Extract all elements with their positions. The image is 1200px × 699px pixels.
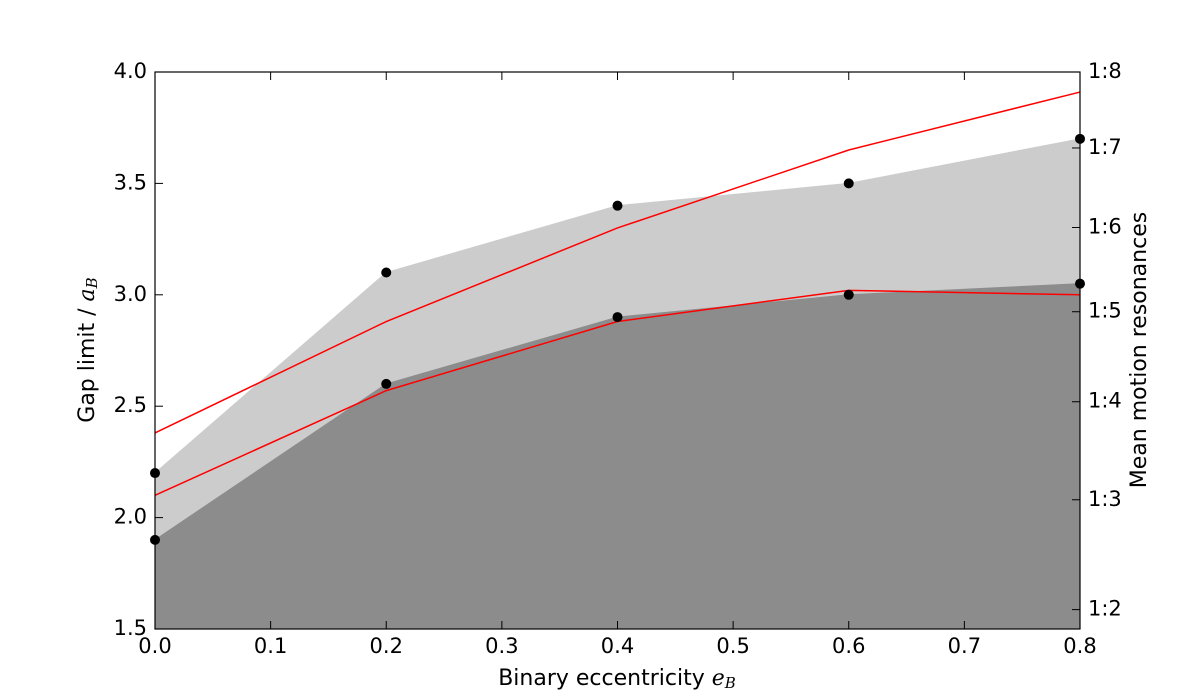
y-tick-label: 4.0	[114, 59, 147, 83]
point	[612, 312, 623, 323]
y-label-text: Gap limit /	[75, 308, 100, 423]
x-tick-label: 0.0	[138, 634, 171, 658]
x-label-symbol: e	[712, 666, 725, 691]
x-label-subscript: B	[724, 674, 736, 692]
line	[154, 91, 1081, 434]
x-tick-label: 0.3	[485, 634, 518, 658]
y-label-subscript: B	[83, 277, 101, 289]
point	[612, 200, 623, 211]
point	[381, 267, 392, 278]
area	[154, 283, 1081, 630]
plot-area	[150, 91, 1085, 630]
x-tick-label: 0.7	[948, 634, 981, 658]
y2-tick-label: 1:5	[1088, 299, 1122, 323]
y2-tick-label: 1:7	[1088, 135, 1122, 159]
y2-tick-label: 1:8	[1088, 59, 1122, 83]
x-tick-label: 0.5	[716, 634, 749, 658]
x-label-text: Binary eccentricity	[498, 666, 705, 691]
y2-tick-label: 1:4	[1088, 389, 1122, 413]
point	[843, 178, 854, 189]
y-label-symbol: a	[75, 288, 100, 301]
y2-tick-label: 1:6	[1088, 215, 1122, 239]
x-tick-label: 0.1	[254, 634, 287, 658]
y2-tick-label: 1:2	[1088, 597, 1122, 621]
y2-tick-label: 1:3	[1088, 487, 1122, 511]
y-tick-label: 1.5	[114, 616, 147, 640]
x-tick-label: 0.6	[832, 634, 865, 658]
point	[381, 378, 392, 389]
x-tick-label: 0.4	[601, 634, 634, 658]
y-axis-label: Gap limit / aB	[75, 277, 101, 422]
x-tick-label: 0.2	[370, 634, 403, 658]
x-tick-label: 0.8	[1063, 634, 1096, 658]
y-tick-label: 2.5	[114, 393, 147, 417]
y-tick-label: 3.5	[114, 170, 147, 194]
y2-axis-label: Mean motion resonances	[1127, 212, 1152, 488]
y-tick-label: 2.0	[114, 505, 147, 529]
y-tick-label: 3.0	[114, 282, 147, 306]
point	[843, 289, 854, 300]
x-axis-label: Binary eccentricity eB	[498, 666, 736, 692]
